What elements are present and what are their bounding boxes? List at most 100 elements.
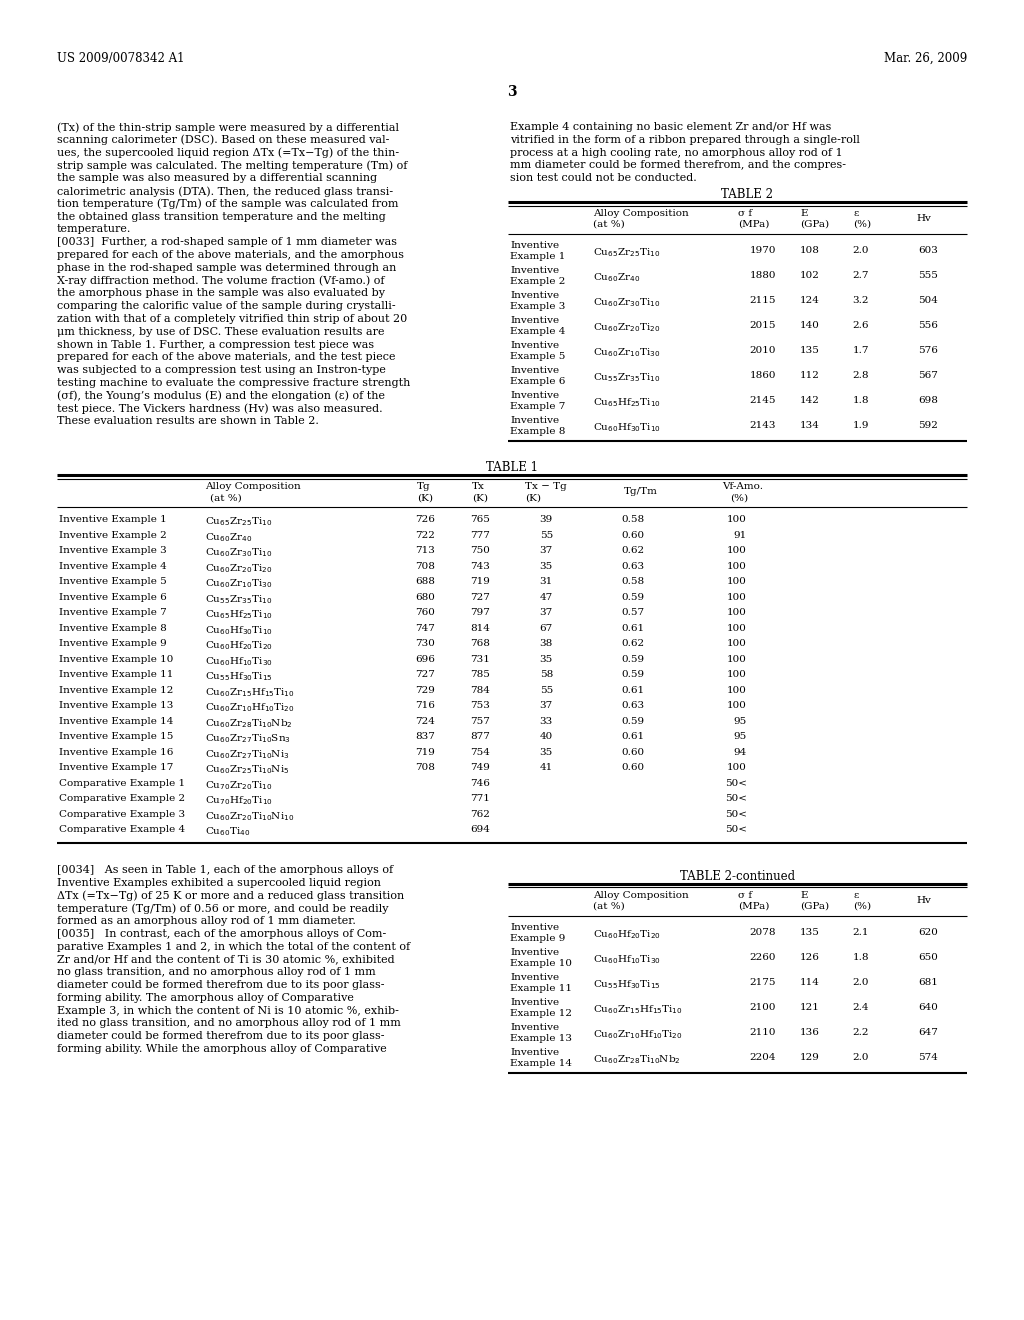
Text: 3: 3 <box>507 84 517 99</box>
Text: 100: 100 <box>727 671 746 680</box>
Text: 126: 126 <box>800 953 820 962</box>
Text: Cu$_{60}$Zr$_{27}$Ti$_{10}$Ni$_{3}$: Cu$_{60}$Zr$_{27}$Ti$_{10}$Ni$_{3}$ <box>205 748 290 760</box>
Text: 95: 95 <box>734 733 746 742</box>
Text: 681: 681 <box>919 978 938 987</box>
Text: 731: 731 <box>470 655 490 664</box>
Text: Example 6: Example 6 <box>510 378 565 385</box>
Text: 0.61: 0.61 <box>621 733 644 742</box>
Text: Inventive: Inventive <box>510 391 559 400</box>
Text: 100: 100 <box>727 655 746 664</box>
Text: 727: 727 <box>470 593 490 602</box>
Text: 100: 100 <box>727 562 746 572</box>
Text: 0.63: 0.63 <box>621 562 644 572</box>
Text: Cu$_{60}$Hf$_{30}$Ti$_{10}$: Cu$_{60}$Hf$_{30}$Ti$_{10}$ <box>593 421 660 434</box>
Text: 50<: 50< <box>725 795 746 804</box>
Text: (σf), the Young’s modulus (E) and the elongation (ε) of the: (σf), the Young’s modulus (E) and the el… <box>57 391 385 401</box>
Text: Cu$_{60}$Hf$_{10}$Ti$_{30}$: Cu$_{60}$Hf$_{10}$Ti$_{30}$ <box>205 655 272 668</box>
Text: 640: 640 <box>919 1003 938 1012</box>
Text: (Tx) of the thin-strip sample were measured by a differential: (Tx) of the thin-strip sample were measu… <box>57 121 399 132</box>
Text: Inventive Example 15: Inventive Example 15 <box>59 733 173 742</box>
Text: 768: 768 <box>470 639 490 648</box>
Text: 112: 112 <box>800 371 820 380</box>
Text: 0.62: 0.62 <box>621 639 644 648</box>
Text: Inventive: Inventive <box>510 973 559 982</box>
Text: 688: 688 <box>415 577 435 586</box>
Text: Cu$_{55}$Zr$_{35}$Ti$_{10}$: Cu$_{55}$Zr$_{35}$Ti$_{10}$ <box>205 593 272 606</box>
Text: 576: 576 <box>919 346 938 355</box>
Text: Cu$_{60}$Zr$_{15}$Hf$_{15}$Ti$_{10}$: Cu$_{60}$Zr$_{15}$Hf$_{15}$Ti$_{10}$ <box>593 1003 683 1015</box>
Text: Inventive Example 14: Inventive Example 14 <box>59 717 173 726</box>
Text: Example 5: Example 5 <box>510 352 565 360</box>
Text: 730: 730 <box>415 639 435 648</box>
Text: 100: 100 <box>727 701 746 710</box>
Text: Cu$_{60}$Zr$_{27}$Ti$_{10}$Sn$_{3}$: Cu$_{60}$Zr$_{27}$Ti$_{10}$Sn$_{3}$ <box>205 733 291 746</box>
Text: ε: ε <box>853 891 858 900</box>
Text: 1.9: 1.9 <box>853 421 869 430</box>
Text: Tx: Tx <box>472 482 485 491</box>
Text: 2145: 2145 <box>750 396 776 405</box>
Text: 102: 102 <box>800 271 820 280</box>
Text: 708: 708 <box>415 562 435 572</box>
Text: Cu$_{60}$Hf$_{20}$Ti$_{20}$: Cu$_{60}$Hf$_{20}$Ti$_{20}$ <box>593 928 660 941</box>
Text: 746: 746 <box>470 779 490 788</box>
Text: ΔTx (=Tx−Tg) of 25 K or more and a reduced glass transition: ΔTx (=Tx−Tg) of 25 K or more and a reduc… <box>57 891 404 902</box>
Text: 37: 37 <box>540 546 553 556</box>
Text: 35: 35 <box>540 562 553 572</box>
Text: Cu$_{65}$Zr$_{25}$Ti$_{10}$: Cu$_{65}$Zr$_{25}$Ti$_{10}$ <box>593 246 660 259</box>
Text: 2.8: 2.8 <box>853 371 869 380</box>
Text: Inventive: Inventive <box>510 242 559 249</box>
Text: 35: 35 <box>540 655 553 664</box>
Text: 55: 55 <box>540 686 553 694</box>
Text: 797: 797 <box>470 609 490 618</box>
Text: 722: 722 <box>415 531 435 540</box>
Text: 2100: 2100 <box>750 1003 776 1012</box>
Text: 0.61: 0.61 <box>621 686 644 694</box>
Text: no glass transition, and no amorphous alloy rod of 1 mm: no glass transition, and no amorphous al… <box>57 968 376 977</box>
Text: TABLE 1: TABLE 1 <box>486 462 538 474</box>
Text: 698: 698 <box>919 396 938 405</box>
Text: process at a high cooling rate, no amorphous alloy rod of 1: process at a high cooling rate, no amorp… <box>510 148 843 157</box>
Text: (K): (K) <box>472 494 488 503</box>
Text: 37: 37 <box>540 701 553 710</box>
Text: 140: 140 <box>800 321 820 330</box>
Text: 696: 696 <box>415 655 435 664</box>
Text: 35: 35 <box>540 748 553 756</box>
Text: the amorphous phase in the sample was also evaluated by: the amorphous phase in the sample was al… <box>57 288 385 298</box>
Text: Cu$_{60}$Zr$_{25}$Ti$_{10}$Ni$_{5}$: Cu$_{60}$Zr$_{25}$Ti$_{10}$Ni$_{5}$ <box>205 763 290 776</box>
Text: 603: 603 <box>919 246 938 255</box>
Text: parative Examples 1 and 2, in which the total of the content of: parative Examples 1 and 2, in which the … <box>57 941 411 952</box>
Text: (GPa): (GPa) <box>800 220 829 228</box>
Text: Tg: Tg <box>417 482 431 491</box>
Text: ited no glass transition, and no amorphous alloy rod of 1 mm: ited no glass transition, and no amorpho… <box>57 1019 400 1028</box>
Text: 95: 95 <box>734 717 746 726</box>
Text: forming ability. While the amorphous alloy of Comparative: forming ability. While the amorphous all… <box>57 1044 387 1055</box>
Text: Inventive: Inventive <box>510 998 559 1007</box>
Text: (GPa): (GPa) <box>800 902 829 911</box>
Text: 0.58: 0.58 <box>621 515 644 524</box>
Text: 0.60: 0.60 <box>621 748 644 756</box>
Text: Inventive Example 2: Inventive Example 2 <box>59 531 167 540</box>
Text: (MPa): (MPa) <box>738 220 769 228</box>
Text: prepared for each of the above materials, and the amorphous: prepared for each of the above materials… <box>57 249 404 260</box>
Text: 2.0: 2.0 <box>853 1053 869 1061</box>
Text: Cu$_{60}$Hf$_{10}$Ti$_{30}$: Cu$_{60}$Hf$_{10}$Ti$_{30}$ <box>593 953 660 966</box>
Text: Comparative Example 1: Comparative Example 1 <box>59 779 185 788</box>
Text: 719: 719 <box>470 577 490 586</box>
Text: 716: 716 <box>415 701 435 710</box>
Text: 108: 108 <box>800 246 820 255</box>
Text: 37: 37 <box>540 609 553 618</box>
Text: Inventive: Inventive <box>510 416 559 425</box>
Text: 39: 39 <box>540 515 553 524</box>
Text: 2143: 2143 <box>750 421 776 430</box>
Text: 2.1: 2.1 <box>853 928 869 937</box>
Text: 100: 100 <box>727 763 746 772</box>
Text: Cu$_{60}$Hf$_{20}$Ti$_{20}$: Cu$_{60}$Hf$_{20}$Ti$_{20}$ <box>205 639 272 652</box>
Text: Inventive Example 13: Inventive Example 13 <box>59 701 173 710</box>
Text: 2.0: 2.0 <box>853 978 869 987</box>
Text: scanning calorimeter (DSC). Based on these measured val-: scanning calorimeter (DSC). Based on the… <box>57 135 389 145</box>
Text: 100: 100 <box>727 577 746 586</box>
Text: zation with that of a completely vitrified thin strip of about 20: zation with that of a completely vitrifi… <box>57 314 408 323</box>
Text: 574: 574 <box>919 1053 938 1061</box>
Text: TABLE 2: TABLE 2 <box>721 187 773 201</box>
Text: calorimetric analysis (DTA). Then, the reduced glass transi-: calorimetric analysis (DTA). Then, the r… <box>57 186 393 197</box>
